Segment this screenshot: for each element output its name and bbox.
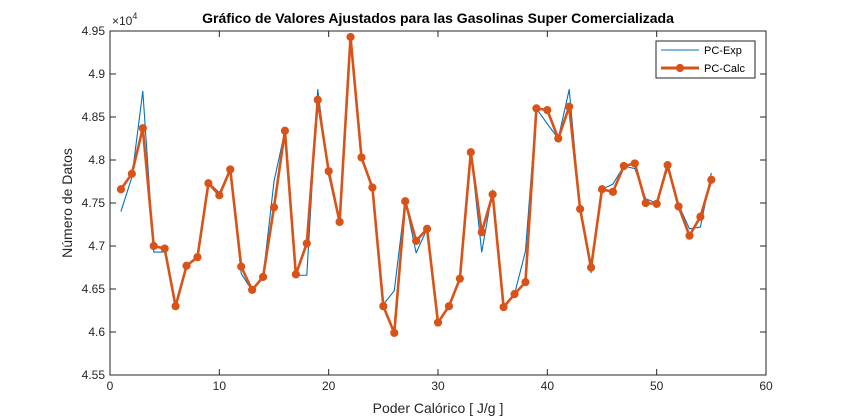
data-point-pc-calc — [368, 183, 377, 192]
y-axis-multiplier-base: ×10 — [112, 14, 133, 28]
legend-label-pc-exp: PC-Exp — [704, 45, 742, 57]
data-point-pc-calc — [346, 32, 355, 42]
data-point-pc-calc — [455, 274, 464, 283]
data-point-pc-calc — [444, 302, 454, 311]
data-point-pc-calc — [422, 224, 432, 233]
data-point-pc-calc — [641, 198, 650, 208]
data-point-pc-calc — [532, 104, 541, 113]
data-point-pc-calc — [499, 302, 508, 312]
data-point-pc-calc — [269, 203, 279, 212]
data-point-pc-calc — [193, 253, 202, 262]
data-point-pc-calc — [696, 212, 705, 221]
y-tick-label: 4.65 — [82, 282, 106, 296]
data-point-pc-calc — [248, 285, 257, 294]
legend-box — [655, 40, 756, 79]
x-tick-label: 60 — [759, 379, 773, 393]
data-point-pc-calc — [313, 95, 322, 104]
data-point-pc-calc — [586, 263, 596, 272]
y-tick-label: 4.95 — [82, 24, 106, 38]
data-point-pc-calc — [466, 148, 475, 157]
chart-title: Gráfico de Valores Ajustados para las Ga… — [202, 10, 674, 26]
series-layer — [116, 32, 716, 337]
data-point-pc-calc — [488, 190, 497, 199]
data-point-pc-calc — [597, 185, 607, 194]
y-tick-label: 4.7 — [88, 239, 105, 253]
y-axis-multiplier: ×104 — [112, 11, 137, 28]
data-point-pc-calc — [412, 236, 421, 245]
data-point-pc-calc — [390, 328, 399, 337]
x-axis: 0 10 20 30 40 50 60 — [107, 31, 773, 393]
data-point-pc-calc — [630, 159, 639, 168]
y-tick-label: 4.9 — [88, 67, 105, 81]
data-point-pc-calc — [674, 202, 683, 211]
y-tick-label: 4.75 — [82, 196, 106, 210]
data-point-pc-calc — [149, 241, 158, 251]
data-point-pc-calc — [521, 278, 530, 287]
data-point-pc-calc — [138, 124, 147, 133]
x-tick-label: 40 — [541, 379, 555, 393]
x-tick-label: 10 — [213, 379, 227, 393]
data-point-pc-calc — [226, 165, 235, 174]
data-point-pc-calc — [663, 161, 672, 170]
x-tick-label: 0 — [107, 379, 114, 393]
y-tick-label: 4.6 — [88, 325, 105, 339]
data-point-pc-calc — [554, 134, 563, 143]
data-point-pc-calc — [543, 106, 552, 115]
y-axis-multiplier-exponent: 4 — [132, 11, 137, 21]
data-point-pc-calc — [291, 270, 300, 279]
data-point-pc-calc — [401, 197, 410, 206]
data-point-pc-calc — [127, 169, 136, 178]
data-point-pc-calc — [204, 179, 213, 188]
data-point-pc-calc — [565, 102, 574, 111]
data-point-pc-calc — [215, 191, 224, 200]
data-point-pc-calc — [576, 204, 585, 214]
legend: PC-Exp PC-Calc — [655, 40, 756, 79]
data-point-pc-calc — [302, 239, 311, 248]
data-point-pc-calc — [258, 272, 268, 282]
legend-marker-pc-calc — [675, 63, 685, 73]
legend-label-pc-calc: PC-Calc — [704, 63, 745, 75]
data-point-pc-calc — [510, 290, 519, 299]
data-point-pc-calc — [652, 199, 661, 208]
data-point-pc-calc — [619, 161, 628, 171]
data-point-pc-calc — [160, 244, 169, 253]
y-tick-label: 4.8 — [88, 153, 105, 167]
data-point-pc-calc — [280, 126, 290, 135]
x-tick-label: 50 — [650, 379, 664, 393]
data-point-pc-calc — [237, 262, 246, 271]
data-point-pc-calc — [335, 217, 344, 227]
data-point-pc-calc — [182, 261, 191, 270]
x-tick-label: 30 — [431, 379, 445, 393]
data-point-pc-calc — [608, 187, 618, 196]
data-point-pc-calc — [379, 302, 388, 311]
data-point-pc-calc — [477, 228, 486, 237]
data-point-pc-calc — [171, 302, 180, 311]
y-axis-label: Número de Datos — [59, 148, 75, 258]
y-tick-label: 4.55 — [82, 368, 106, 382]
data-point-pc-calc — [116, 185, 126, 194]
data-point-pc-calc — [357, 153, 366, 162]
data-point-pc-calc — [433, 318, 443, 327]
data-point-pc-calc — [707, 175, 716, 184]
y-tick-label: 4.85 — [82, 110, 106, 124]
data-point-pc-calc — [324, 167, 333, 176]
y-axis: 4.55 4.6 4.65 4.7 4.75 4.8 4.85 4.9 4.95 — [82, 24, 766, 382]
x-tick-label: 20 — [322, 379, 336, 393]
x-axis-label: Poder Calórico [ J/g ] — [373, 400, 504, 416]
data-point-pc-calc — [685, 231, 694, 240]
